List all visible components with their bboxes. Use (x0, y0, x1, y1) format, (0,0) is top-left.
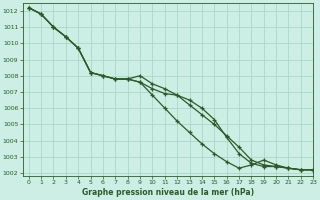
X-axis label: Graphe pression niveau de la mer (hPa): Graphe pression niveau de la mer (hPa) (82, 188, 254, 197)
